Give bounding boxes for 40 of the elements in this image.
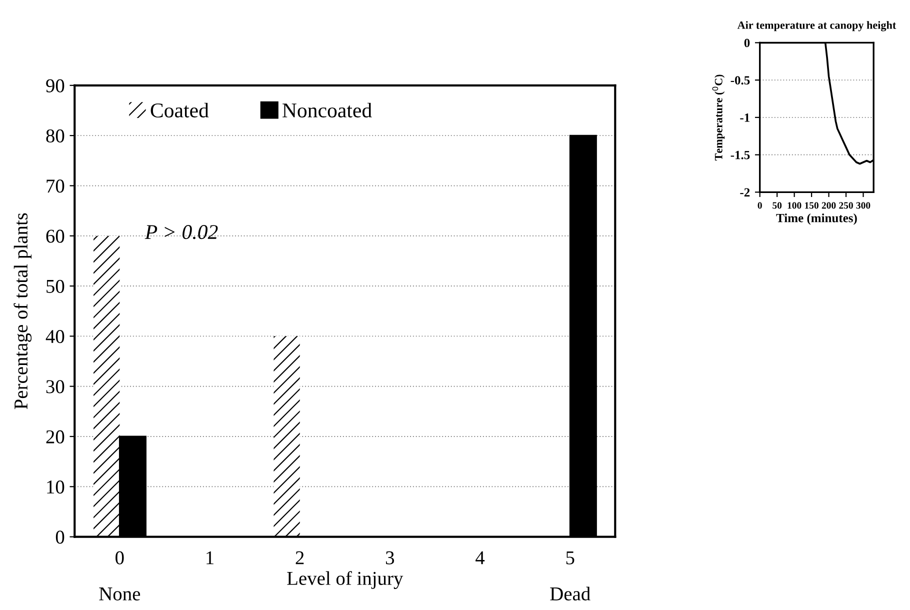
x-tick-label: 3 <box>386 551 394 564</box>
y-tick-label: 0 <box>744 38 750 48</box>
x-tick-label: 0 <box>116 551 124 564</box>
text: None <box>99 588 140 600</box>
y-tick-label: -2 <box>740 188 750 196</box>
x-tick-label: 2 <box>296 551 304 564</box>
legend-label: Noncoated <box>282 102 372 118</box>
x-tick-label: 200 <box>822 202 836 209</box>
x-tick-label: 0 <box>758 202 762 209</box>
x-tick-label: 150 <box>805 202 818 209</box>
chart-title: Air temperature at canopy height <box>737 21 896 32</box>
x-tick-label: 100 <box>788 202 802 209</box>
y-tick-label: 0 <box>56 530 64 544</box>
y-tick-label: 60 <box>46 230 64 243</box>
x-tick-label: 50 <box>772 202 782 209</box>
x-axis-title: Time (minutes) <box>776 213 857 225</box>
legend-label: Coated <box>150 102 209 118</box>
x-tick-label: 1 <box>206 551 214 564</box>
y-tick-label: -1.5 <box>730 150 750 160</box>
x-tick-label: 250 <box>839 202 853 209</box>
x-axis-title: Level of injury <box>287 571 404 589</box>
y-tick-label: 10 <box>47 480 64 494</box>
y-tick-label: -1 <box>740 114 750 122</box>
text: Dead <box>550 586 590 600</box>
y-tick-label: 70 <box>46 180 64 193</box>
x-tick-label: 300 <box>856 202 870 209</box>
y-axis-title: Percentage of total plants <box>14 213 32 410</box>
y-tick-label: 90 <box>46 79 64 92</box>
annotation: P > 0.02 <box>144 225 218 240</box>
bar <box>274 336 300 537</box>
y-tick-label: 20 <box>46 430 64 444</box>
x-tick-label: 5 <box>566 551 574 564</box>
y-tick-label: -0.5 <box>730 76 750 85</box>
y-tick-label: 40 <box>46 330 64 344</box>
y-tick-label: 30 <box>46 380 64 394</box>
bar <box>94 236 120 537</box>
y-tick-label: 80 <box>46 129 64 142</box>
y-tick-label: 50 <box>46 280 64 293</box>
x-tick-label: 4 <box>476 551 485 564</box>
y-axis-title: Temperature ($^{0}$C) <box>712 74 725 161</box>
